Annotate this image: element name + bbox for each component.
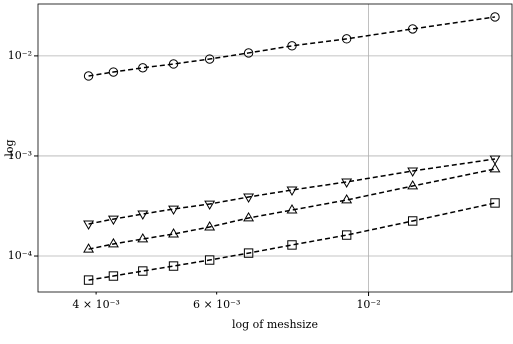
marker [108,271,119,281]
marker [341,34,352,44]
marker [107,237,119,248]
marker [341,178,353,188]
marker [83,275,94,285]
marker [168,59,179,69]
marker [490,198,500,208]
marker [168,205,180,216]
marker [83,71,94,81]
x-tick-label: 6 × 10⁻³ [193,298,240,311]
marker [243,248,254,258]
marker [490,12,500,22]
marker [204,255,215,265]
marker [287,41,297,51]
x-tick-label: 10⁻² [356,298,380,311]
y-tick-label: 10⁻² [8,49,32,62]
x-axis-label: log of meshsize [232,318,318,331]
marker [243,48,254,58]
marker [286,186,298,197]
marker [137,232,149,243]
marker [168,227,180,238]
series-line [88,16,496,77]
marker [204,54,215,64]
marker [489,155,501,166]
marker [83,220,95,231]
marker [243,193,255,204]
y-axis-label: log [3,139,16,156]
marker [243,211,255,222]
marker [137,210,149,221]
marker [83,243,95,253]
marker [287,240,297,250]
x-tick-label: 4 × 10⁻³ [72,298,119,311]
marker [407,179,419,190]
series-line [88,158,496,225]
y-tick-label: 10⁻³ [8,149,32,162]
marker [407,167,419,178]
marker [407,216,418,226]
plot-frame [37,3,513,293]
marker [138,63,148,73]
y-tick-label: 10⁻⁴ [8,249,33,262]
marker [107,215,119,226]
marker [407,24,418,34]
marker [341,230,352,240]
marker [204,200,216,211]
marker [204,220,216,231]
marker [108,67,119,77]
marker [286,204,298,214]
marker [138,266,148,276]
marker [341,193,353,204]
series-line [88,202,496,281]
marker [168,261,179,271]
series-line [88,168,496,250]
marker [489,162,501,173]
